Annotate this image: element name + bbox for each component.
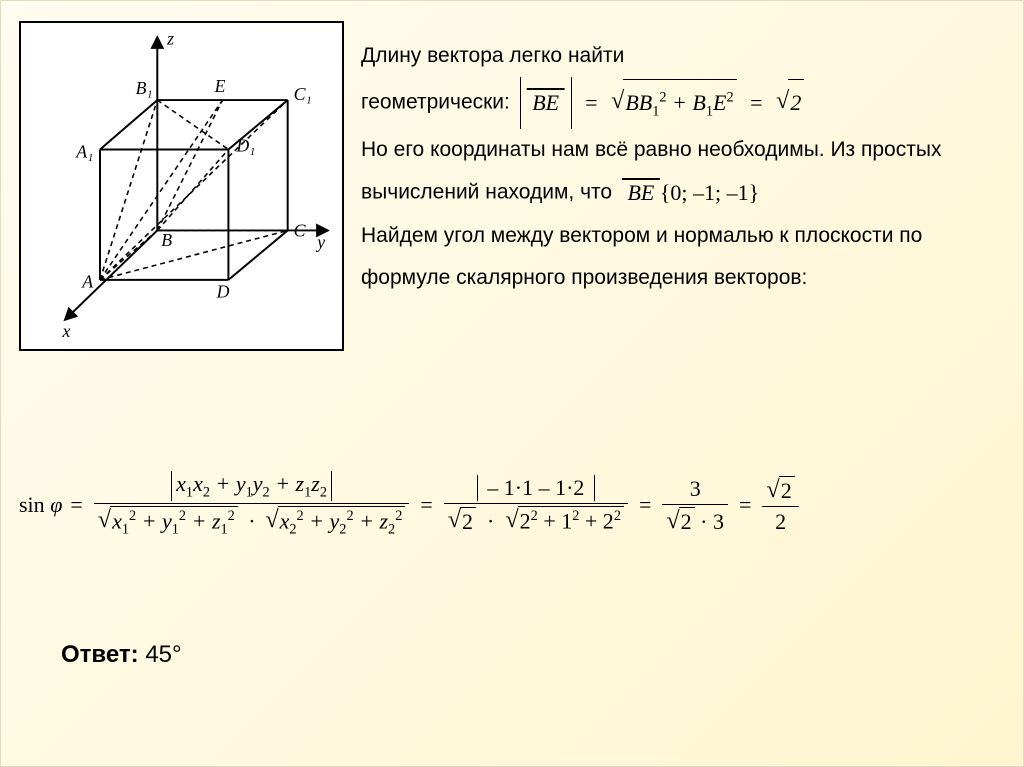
text-p1a: Длину вектора легко найти (361, 44, 624, 67)
formula-coords: BE {0; –1; –1} (622, 171, 759, 215)
formula-length: BE = BB12 + B1E2 = 2 (520, 77, 805, 129)
svg-text:E: E (214, 76, 226, 96)
svg-text:B₁: B₁ (136, 78, 153, 98)
answer-value: 45° (145, 641, 181, 668)
text-p3: Найдем угол между вектором и нормалью к … (361, 215, 1001, 299)
answer-line: Ответ: 45° (61, 641, 182, 669)
svg-text:C₁: C₁ (294, 84, 312, 104)
svg-text:z: z (166, 29, 174, 49)
answer-label: Ответ: (61, 641, 139, 668)
cube-svg: z y x A B C D A₁ B₁ C₁ D₁ E (21, 23, 342, 349)
svg-text:D: D (216, 282, 230, 302)
explanation-text: Длину вектора легко найти геометрически:… (361, 35, 1001, 299)
svg-text:x: x (61, 321, 70, 341)
svg-text:B: B (161, 230, 172, 250)
main-formula: sin φ = x1x2 + y1y2 + z1z2 x12 + y12 + z… (19, 471, 802, 539)
svg-text:y: y (315, 232, 325, 252)
svg-text:A₁: A₁ (75, 141, 93, 161)
svg-text:D₁: D₁ (235, 135, 255, 155)
svg-text:A: A (81, 272, 93, 292)
text-p1b: геометрически: (361, 91, 510, 114)
svg-text:C: C (294, 220, 307, 240)
cube-diagram: z y x A B C D A₁ B₁ C₁ D₁ E (19, 21, 344, 351)
